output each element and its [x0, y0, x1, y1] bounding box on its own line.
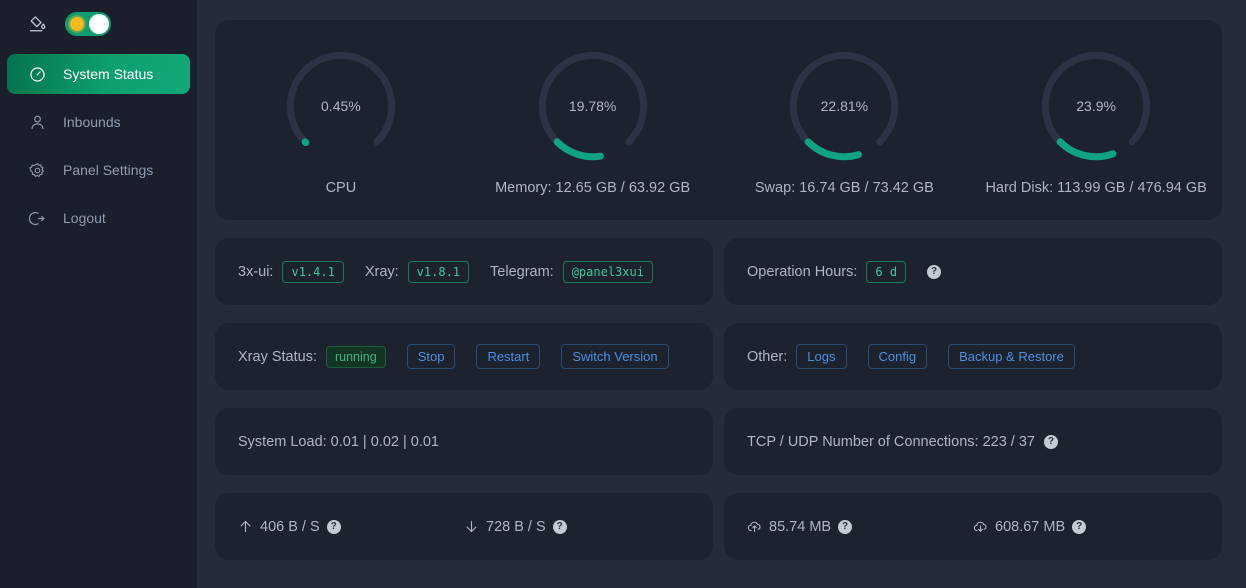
upload-speed: 406 B / S ? [238, 519, 464, 535]
logs-button[interactable]: Logs [796, 344, 847, 369]
sidebar-item-system-status[interactable]: System Status [7, 54, 190, 94]
logout-icon [29, 210, 46, 227]
gauge-value: 19.78% [568, 98, 617, 114]
xui-label: 3x-ui: [238, 263, 274, 280]
gauge-label: CPU [325, 180, 357, 196]
telegram-label: Telegram: [490, 263, 554, 280]
traffic-sent: 85.74 MB ? [747, 519, 973, 535]
connections-text: TCP / UDP Number of Connections: 223 / 3… [747, 433, 1035, 450]
sidebar-header [7, 0, 190, 48]
dashboard-icon [29, 66, 46, 83]
cloud-upload-icon [747, 519, 762, 534]
gauge-memory: 19.78% Memory: 12.65 GB / 63.92 GB [467, 44, 719, 196]
xray-version-badge[interactable]: v1.8.1 [407, 260, 470, 283]
speed-card: 406 B / S ? 728 B / S ? [215, 493, 713, 560]
gear-icon [29, 162, 46, 179]
sidebar-nav: System Status Inbounds [7, 54, 190, 246]
help-icon[interactable]: ? [326, 519, 341, 534]
user-icon [29, 114, 46, 131]
paint-bucket-icon[interactable] [29, 15, 47, 33]
versions-card: 3x-ui: v1.4.1 Xray: v1.8.1 Telegram: @pa… [215, 238, 713, 305]
help-icon[interactable]: ? [1044, 434, 1058, 449]
sidebar-item-label: Inbounds [63, 114, 121, 130]
operation-hours-card: Operation Hours: 6 d ? [724, 238, 1222, 305]
gauge-value: 0.45% [321, 98, 361, 114]
download-speed-text: 728 B / S [486, 518, 546, 535]
gauge-label: Hard Disk: 113.99 GB / 476.94 GB [985, 180, 1207, 196]
load-row: System Load: 0.01 | 0.02 | 0.01 TCP / UD… [215, 408, 1222, 475]
traffic-row: 406 B / S ? 728 B / S ? [215, 493, 1222, 560]
gauge-label: Swap: 16.74 GB / 73.42 GB [754, 180, 934, 196]
xray-status-card: Xray Status: running Stop Restart Switch… [215, 323, 713, 390]
sidebar-item-inbounds[interactable]: Inbounds [7, 102, 190, 142]
gauge-value: 22.81% [820, 98, 869, 114]
system-load-card: System Load: 0.01 | 0.02 | 0.01 [215, 408, 713, 475]
stop-button[interactable]: Stop [406, 344, 456, 369]
status-badge: running [325, 345, 386, 368]
gauge-ring: 0.45% [279, 44, 403, 168]
xui-version-badge[interactable]: v1.4.1 [282, 260, 344, 283]
help-icon[interactable]: ? [838, 519, 853, 534]
main-content: 0.45% CPU 19.78% Memory: 12.65 GB / 63.9… [197, 0, 1246, 588]
gauge-ring: 19.78% [531, 44, 655, 168]
system-gauges-card: 0.45% CPU 19.78% Memory: 12.65 GB / 63.9… [215, 20, 1222, 220]
traffic-card: 85.74 MB ? 608.67 MB ? [724, 493, 1222, 560]
connections-card: TCP / UDP Number of Connections: 223 / 3… [724, 408, 1222, 475]
download-speed: 728 B / S ? [464, 519, 690, 535]
traffic-sent-text: 85.74 MB [769, 518, 832, 535]
gauge-value: 23.9% [1076, 98, 1116, 114]
versions-row: 3x-ui: v1.4.1 Xray: v1.8.1 Telegram: @pa… [215, 238, 1222, 305]
arrow-down-icon [464, 519, 479, 534]
gauge-harddisk: 23.9% Hard Disk: 113.99 GB / 476.94 GB [970, 44, 1222, 196]
cloud-download-icon [973, 519, 988, 534]
arrow-up-icon [238, 519, 253, 534]
sidebar: System Status Inbounds [0, 0, 197, 588]
help-icon[interactable]: ? [552, 519, 567, 534]
traffic-received-text: 608.67 MB [995, 518, 1066, 535]
help-icon[interactable]: ? [1072, 519, 1087, 534]
operation-hours-label: Operation Hours: [747, 263, 858, 280]
sidebar-item-panel-settings[interactable]: Panel Settings [7, 150, 190, 190]
sidebar-item-label: Panel Settings [63, 162, 154, 178]
theme-toggle[interactable] [65, 12, 111, 36]
xray-status-row: Xray Status: running Stop Restart Switch… [215, 323, 1222, 390]
sidebar-item-label: Logout [63, 210, 106, 226]
other-label: Other: [747, 348, 788, 365]
sidebar-item-logout[interactable]: Logout [7, 198, 190, 238]
gauge-ring: 23.9% [1034, 44, 1158, 168]
telegram-handle-badge[interactable]: @panel3xui [562, 260, 653, 283]
upload-speed-text: 406 B / S [260, 518, 320, 535]
xray-status-label: Xray Status: [238, 348, 317, 365]
help-icon[interactable]: ? [927, 264, 942, 279]
gauge-label: Memory: 12.65 GB / 63.92 GB [495, 180, 691, 196]
gauge-swap: 22.81% Swap: 16.74 GB / 73.42 GB [719, 44, 971, 196]
gauge-ring: 22.81% [782, 44, 906, 168]
toggle-knob [89, 14, 109, 34]
operation-hours-badge[interactable]: 6 d [866, 260, 907, 283]
restart-button[interactable]: Restart [476, 344, 541, 369]
config-button[interactable]: Config [867, 344, 928, 369]
xray-label: Xray: [364, 263, 399, 280]
sidebar-item-label: System Status [63, 66, 154, 82]
gauge-cpu: 0.45% CPU [215, 44, 467, 196]
sun-icon [70, 17, 84, 31]
backup-restore-button[interactable]: Backup & Restore [948, 344, 1075, 369]
system-load-text: System Load: 0.01 | 0.02 | 0.01 [238, 433, 439, 450]
switch-version-button[interactable]: Switch Version [561, 344, 669, 369]
traffic-received: 608.67 MB ? [973, 519, 1199, 535]
other-card: Other: Logs Config Backup & Restore [724, 323, 1222, 390]
